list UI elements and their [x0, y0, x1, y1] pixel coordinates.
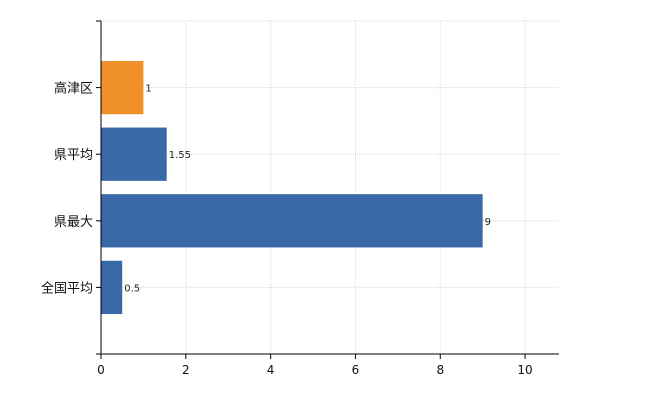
x-tick-label: 4 — [267, 363, 275, 377]
category-label-4: 全国平均 — [41, 280, 93, 296]
grid-lines — [101, 20, 559, 354]
labels: 1 高津区 1.55 県平均 9 県最大 0.5 全国平均 0 2 4 6 8 10 — [41, 81, 533, 377]
x-tick-label: 10 — [517, 363, 532, 377]
x-tick-label: 0 — [97, 363, 105, 377]
bar-3 — [101, 194, 483, 248]
category-label-3: 県最大 — [54, 215, 93, 230]
bar-1 — [101, 60, 144, 115]
data-label-2: 1.55 — [169, 150, 191, 161]
x-tick-label: 6 — [352, 363, 360, 377]
data-label-3: 9 — [485, 217, 491, 228]
data-label-1: 1 — [145, 84, 151, 95]
category-label-1: 高津区 — [54, 81, 93, 97]
bar-4 — [101, 260, 123, 315]
category-label-2: 県平均 — [54, 148, 93, 163]
x-tick-label: 2 — [182, 363, 190, 377]
data-label-4: 0.5 — [124, 283, 140, 294]
x-tick-label: 8 — [436, 363, 444, 377]
axes — [96, 20, 559, 359]
bars — [101, 60, 483, 315]
bar-2 — [101, 127, 167, 181]
